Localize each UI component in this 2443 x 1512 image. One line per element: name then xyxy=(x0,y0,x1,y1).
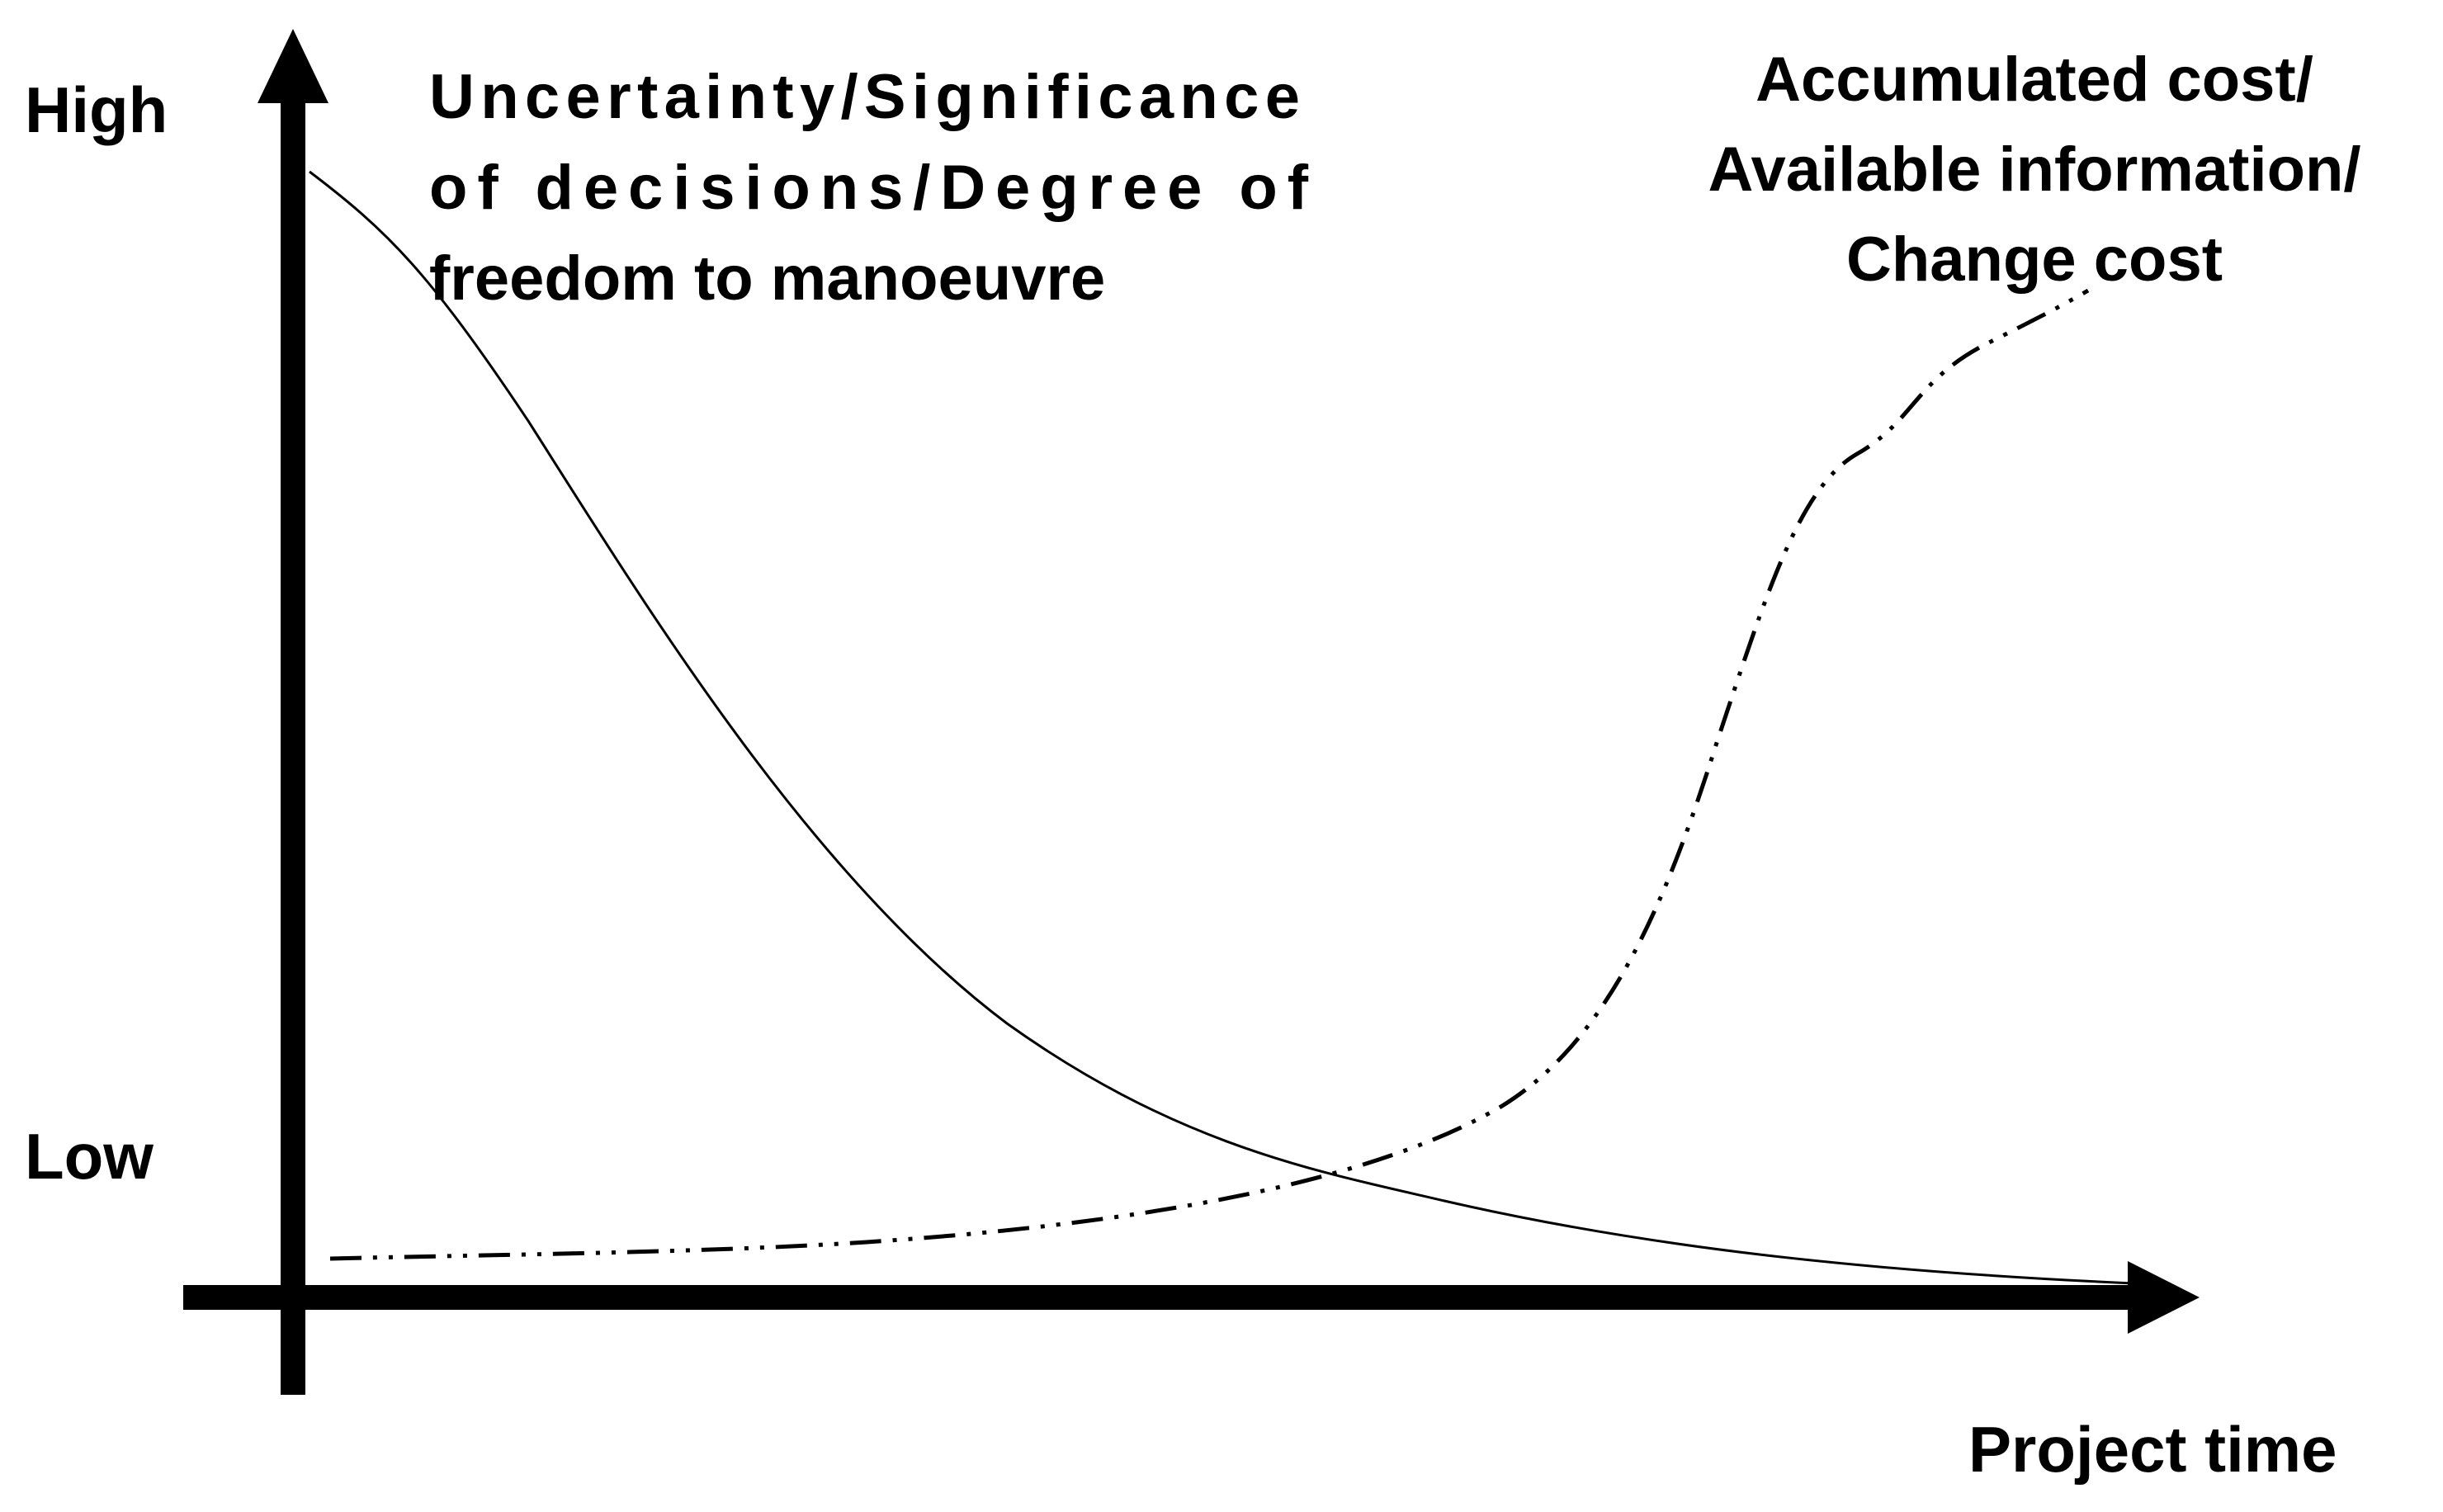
y-axis xyxy=(258,29,328,1395)
accumulated-label-line-3: Change cost xyxy=(1846,224,2223,295)
accumulated-label-line-1: Accumulated cost/ xyxy=(1755,45,2313,115)
uncertainty-label-line-1: Uncertainty/Significance xyxy=(429,62,1300,132)
uncertainty-label-line-2: of decisions/Degree of xyxy=(429,153,1309,223)
y-axis-arrowhead xyxy=(258,29,328,103)
uncertainty-curve-label: Uncertainty/Significance of decisions/De… xyxy=(429,62,1309,314)
accumulated-label-line-2: Available information/ xyxy=(1708,135,2360,205)
y-axis-low-label: Low xyxy=(25,1120,154,1193)
x-axis-arrowhead xyxy=(2128,1261,2200,1334)
y-axis-high-label: High xyxy=(25,73,168,146)
accumulated-cost-curve-label: Accumulated cost/ Available information/… xyxy=(1708,45,2360,295)
uncertainty-curve xyxy=(309,170,2134,1285)
x-axis xyxy=(183,1261,2200,1334)
uncertainty-label-line-3: freedom to manoeuvre xyxy=(429,243,1105,314)
accumulated-cost-curve xyxy=(329,288,2090,1261)
x-axis-label: Project time xyxy=(1968,1413,2337,1486)
